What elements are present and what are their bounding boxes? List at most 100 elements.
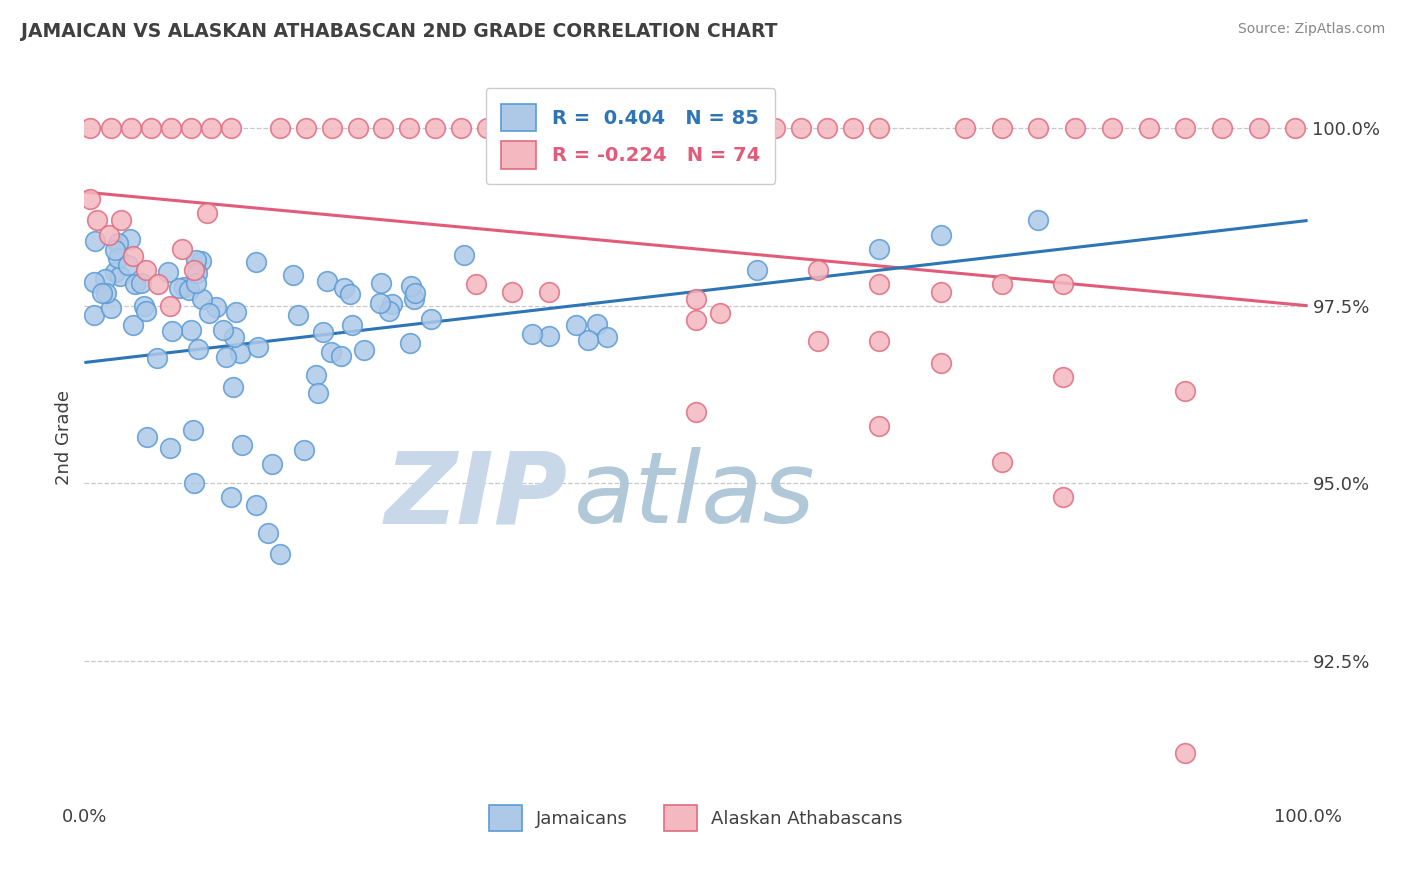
Point — [110, 213, 132, 227]
Text: atlas: atlas — [574, 447, 815, 544]
Point — [1052, 491, 1074, 505]
Point — [247, 340, 270, 354]
Point — [807, 334, 830, 349]
Point — [269, 121, 291, 136]
Point — [190, 253, 212, 268]
Point — [1174, 121, 1197, 136]
Point — [381, 297, 404, 311]
Point — [97, 227, 120, 242]
Point — [225, 305, 247, 319]
Point — [122, 318, 145, 332]
Point — [292, 443, 315, 458]
Point — [576, 334, 599, 348]
Point — [108, 269, 131, 284]
Point — [184, 252, 207, 267]
Point — [502, 121, 524, 136]
Point — [186, 266, 208, 280]
Point — [139, 121, 162, 136]
Point — [419, 312, 441, 326]
Point — [747, 263, 769, 277]
Point — [96, 285, 118, 300]
Point — [991, 455, 1014, 469]
Point — [260, 457, 283, 471]
Point — [257, 525, 280, 540]
Point — [1064, 121, 1087, 136]
Point — [183, 476, 205, 491]
Point — [869, 242, 891, 256]
Point — [538, 285, 561, 299]
Point — [807, 263, 830, 277]
Point — [342, 318, 364, 332]
Point — [231, 438, 253, 452]
Point — [100, 301, 122, 315]
Point — [1137, 121, 1160, 136]
Point — [373, 121, 395, 136]
Point — [245, 498, 267, 512]
Point — [1247, 121, 1270, 136]
Point — [104, 243, 127, 257]
Point — [83, 234, 105, 248]
Point — [1052, 277, 1074, 292]
Point — [169, 281, 191, 295]
Point — [842, 121, 865, 136]
Point — [172, 242, 194, 256]
Point — [245, 255, 267, 269]
Point — [1284, 121, 1306, 136]
Point — [198, 306, 221, 320]
Point — [399, 279, 422, 293]
Point — [763, 121, 786, 136]
Point — [321, 121, 343, 136]
Point — [1101, 121, 1123, 136]
Point — [370, 276, 392, 290]
Point — [287, 308, 309, 322]
Point — [378, 304, 401, 318]
Point — [269, 547, 291, 561]
Point — [86, 213, 108, 227]
Point — [79, 121, 101, 136]
Point — [136, 430, 159, 444]
Point — [146, 277, 169, 292]
Point — [195, 206, 218, 220]
Point — [83, 275, 105, 289]
Point — [330, 349, 353, 363]
Point — [177, 283, 200, 297]
Point — [790, 121, 813, 136]
Point — [107, 251, 129, 265]
Point — [1174, 384, 1197, 398]
Point — [586, 317, 609, 331]
Point — [869, 121, 891, 136]
Point — [502, 285, 524, 299]
Point — [991, 121, 1014, 136]
Point — [94, 271, 117, 285]
Point — [281, 268, 304, 283]
Point — [991, 277, 1014, 292]
Y-axis label: 2nd Grade: 2nd Grade — [55, 390, 73, 484]
Point — [353, 343, 375, 357]
Point — [333, 280, 356, 294]
Point — [370, 295, 392, 310]
Text: ZIP: ZIP — [384, 447, 568, 544]
Point — [685, 405, 707, 419]
Point — [183, 263, 205, 277]
Point — [222, 330, 245, 344]
Point — [1052, 369, 1074, 384]
Point — [815, 121, 838, 136]
Point — [685, 121, 707, 136]
Point — [180, 121, 202, 136]
Point — [190, 293, 212, 307]
Point — [104, 264, 127, 278]
Point — [307, 386, 329, 401]
Legend: Jamaicans, Alaskan Athabascans: Jamaicans, Alaskan Athabascans — [475, 790, 917, 845]
Point — [156, 265, 179, 279]
Point — [122, 249, 145, 263]
Point — [398, 121, 420, 136]
Point — [187, 342, 209, 356]
Point — [929, 285, 952, 299]
Point — [346, 121, 368, 136]
Point — [117, 258, 139, 272]
Point — [1028, 121, 1050, 136]
Point — [159, 299, 181, 313]
Point — [450, 121, 472, 136]
Point — [212, 323, 235, 337]
Point — [295, 121, 318, 136]
